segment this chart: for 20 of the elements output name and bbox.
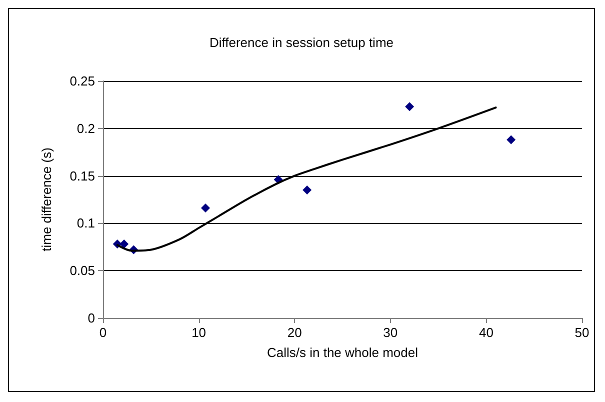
- y-tick-label: 0.05: [70, 263, 95, 278]
- y-tick-label: 0.1: [76, 216, 95, 231]
- x-tick-label: 50: [574, 325, 590, 340]
- x-tick-label: 30: [383, 325, 398, 340]
- x-tick-label: 10: [192, 325, 206, 340]
- y-tick-label: 0.25: [70, 74, 95, 88]
- x-tick-label: 40: [478, 325, 494, 340]
- point: [302, 186, 312, 195]
- y-tick-label: 0.15: [70, 168, 95, 184]
- x-axis-title: Calls/s in the whole model: [266, 345, 418, 360]
- y-tick-label: 0.2: [76, 120, 95, 136]
- point: [201, 204, 210, 213]
- x-tick-label: 0: [99, 325, 107, 340]
- point: [506, 135, 516, 144]
- point: [405, 102, 414, 112]
- y-axis-title: time difference (s): [39, 148, 54, 252]
- chart-title: Difference in session setup time: [209, 35, 394, 50]
- x-tick-label: 20: [287, 325, 302, 340]
- y-tick-label: 0: [88, 310, 95, 326]
- point: [120, 240, 129, 249]
